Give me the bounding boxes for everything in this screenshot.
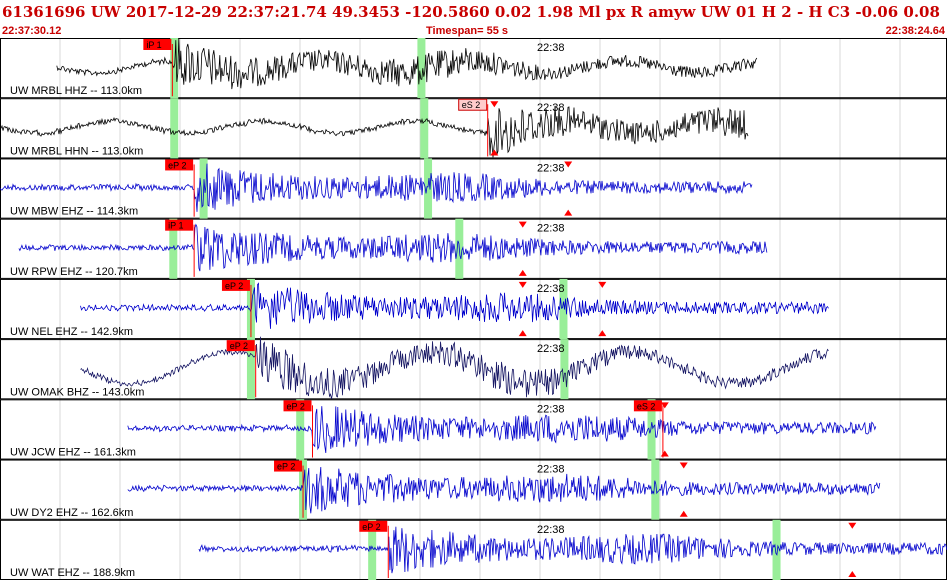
waveform-trace (56, 38, 758, 90)
channel-panel (0, 158, 947, 219)
time-tick-label: 22:38 (537, 162, 565, 174)
pick-label: iP 1 (168, 221, 183, 231)
window-marker (170, 98, 179, 159)
window-marker (420, 98, 429, 159)
timespan: Timespan= 55 s (426, 25, 509, 37)
window-marker (772, 519, 781, 580)
channel-label: UW JCW EHZ -- 161.3km (10, 447, 136, 459)
waveform-trace (127, 466, 881, 514)
pick-label: eP 2 (277, 462, 295, 472)
pick-flag[interactable] (359, 520, 388, 532)
channel-label: UW DY2 EHZ -- 162.6km (10, 507, 133, 519)
arrival-marker (490, 101, 499, 108)
pick-flag[interactable] (221, 279, 250, 291)
window-marker (647, 399, 656, 460)
time-tick-label: 22:38 (537, 42, 565, 54)
time-tick-label: 22:38 (537, 283, 565, 295)
time-tick-label: 22:38 (537, 464, 565, 476)
arrival-marker (660, 402, 669, 409)
arrival-marker (564, 209, 573, 216)
arrival-marker (518, 269, 527, 276)
waveform-trace (18, 223, 768, 272)
channel-label: UW OMAK BHZ -- 143.0km (10, 386, 144, 398)
channel-label: UW MBW EHZ -- 114.3km (10, 206, 138, 218)
time-tick-label: 22:38 (537, 223, 565, 235)
window-marker (170, 38, 179, 99)
pick-label: eP 2 (287, 401, 305, 411)
window-marker (424, 158, 433, 219)
pick-flag[interactable] (633, 400, 662, 412)
arrival-marker (518, 221, 527, 228)
window-marker (560, 339, 569, 400)
event-summary-header: 61361696 UW 2017-12-29 22:37:21.74 49.34… (2, 3, 940, 21)
arrival-marker (598, 281, 607, 288)
channel-label: UW MRBL HHZ -- 113.0km (10, 85, 142, 97)
start-time: 22:37:30.12 (2, 25, 62, 37)
pick-flag[interactable] (458, 98, 488, 111)
pick-label: eP 2 (225, 281, 243, 291)
waveform-trace (198, 526, 947, 574)
time-range-bar: 22:37:30.12 Timespan= 55 s 22:38:24.64 (0, 24, 947, 38)
channel-panel (0, 38, 947, 99)
waveform-trace (127, 406, 877, 454)
waveform-trace (80, 282, 829, 329)
pick-flag[interactable] (165, 219, 194, 231)
pick-label: eP 2 (230, 341, 248, 351)
channel-label: UW NEL EHZ -- 142.9km (10, 326, 133, 338)
arrival-marker (679, 510, 688, 517)
time-tick-label: 22:38 (537, 524, 565, 536)
arrival-marker (848, 522, 857, 529)
window-marker (559, 278, 568, 340)
arrival-marker (848, 571, 857, 577)
arrival-marker (564, 161, 573, 168)
window-marker (169, 218, 178, 279)
pick-flag[interactable] (283, 400, 312, 412)
pick-label: eS 2 (637, 401, 656, 411)
waveform-trace (80, 336, 829, 399)
arrival-marker (490, 149, 499, 156)
window-marker (651, 459, 660, 520)
channel-label: UW MRBL HHN -- 113.0km (10, 145, 143, 157)
pick-label: eP 2 (362, 522, 380, 532)
pick-flag[interactable] (143, 39, 172, 50)
arrival-marker (660, 450, 669, 457)
arrival-marker (518, 330, 527, 337)
arrival-marker (518, 281, 527, 288)
pick-flag[interactable] (274, 460, 303, 472)
time-tick-label: 22:38 (537, 343, 565, 355)
arrival-marker (598, 330, 607, 337)
channel-label: UW WAT EHZ -- 188.9km (10, 567, 135, 579)
pick-label: eP 2 (168, 160, 186, 170)
channel-label: UW RPW EHZ -- 120.7km (10, 266, 138, 278)
window-marker (417, 38, 426, 99)
pick-label: iP 1 (146, 40, 161, 50)
window-marker (246, 339, 255, 400)
window-marker (368, 519, 377, 580)
waveform-trace (0, 163, 753, 212)
pick-label: eS 2 (462, 100, 481, 110)
waveform-plot[interactable]: 22:38 iP 1 UW MRBL HHZ -- 113.0km 22:38 eS 2… (0, 38, 947, 580)
pick-flag[interactable] (165, 159, 194, 171)
end-time: 22:38:24.64 (885, 25, 945, 37)
time-tick-label: 22:38 (537, 102, 565, 114)
waveform-trace (0, 105, 749, 158)
time-tick-label: 22:38 (537, 403, 565, 415)
pick-flag[interactable] (226, 340, 255, 352)
arrival-marker (679, 462, 688, 469)
